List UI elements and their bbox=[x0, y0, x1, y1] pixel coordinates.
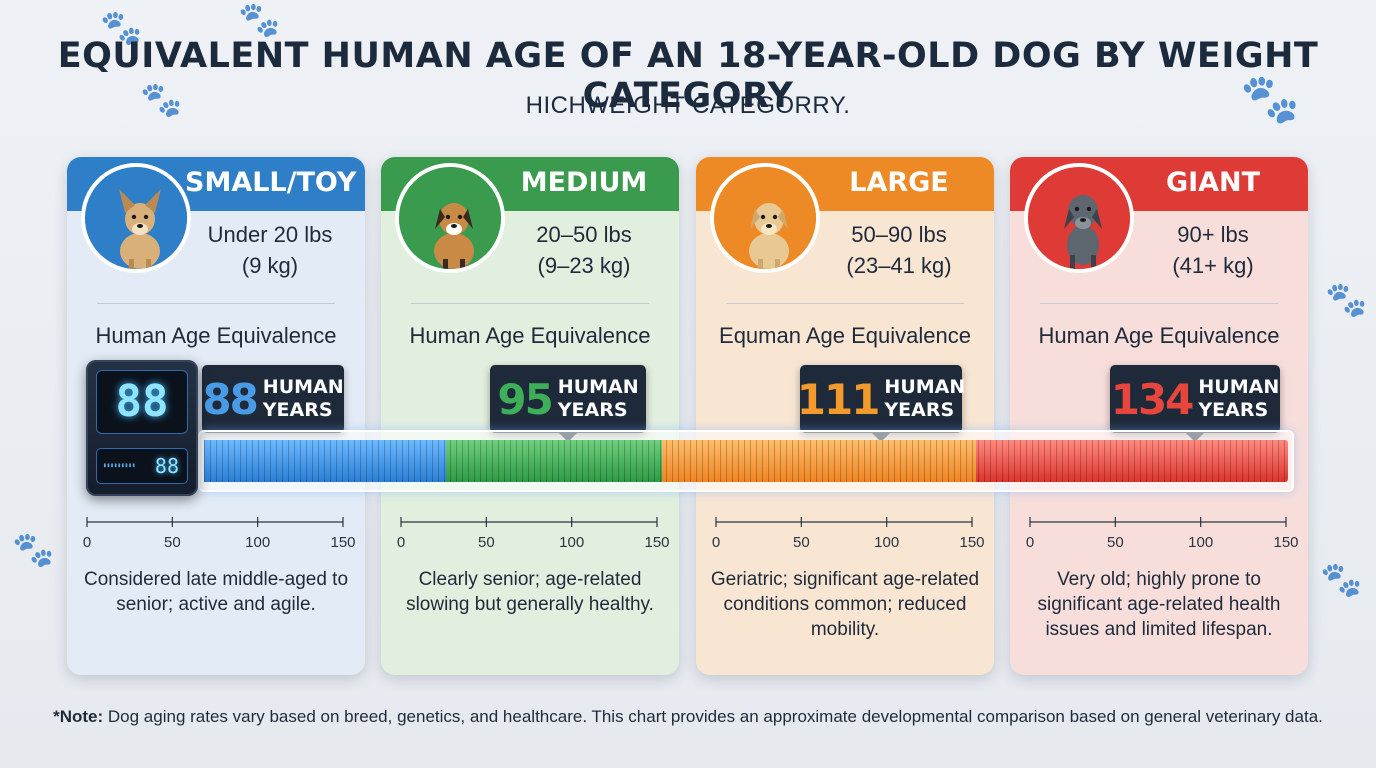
axis-tick-label: 50 bbox=[478, 534, 495, 551]
axis-tick-label: 150 bbox=[1273, 534, 1298, 551]
human-age-badge: 95 HUMAN YEARS bbox=[490, 365, 646, 442]
axis-tick-label: 100 bbox=[874, 534, 899, 551]
equivalence-label: Human Age Equivalence bbox=[95, 323, 337, 348]
weight-lbs: 20–50 lbs bbox=[536, 222, 632, 247]
dog-avatar bbox=[395, 163, 505, 273]
weight-lbs: Under 20 lbs bbox=[207, 222, 333, 247]
category-name: SMALL/TOY bbox=[185, 167, 357, 198]
axis-tick-label: 0 bbox=[712, 534, 720, 551]
footnote-text: Dog aging rates vary based on breed, gen… bbox=[103, 707, 1323, 726]
weight-lbs: 90+ lbs bbox=[1177, 222, 1249, 247]
unit-line-2: YEARS bbox=[884, 399, 955, 421]
axis-tick-label: 150 bbox=[644, 534, 669, 551]
human-age-badge: 88 HUMAN YEARS bbox=[202, 365, 344, 433]
human-age-badge: 111 HUMAN YEARS bbox=[796, 365, 965, 442]
human-age-value: 95 bbox=[497, 374, 553, 424]
category-name: GIANT bbox=[1165, 167, 1261, 198]
unit-line-1: HUMAN bbox=[262, 376, 344, 398]
weight-kg: (9–23 kg) bbox=[537, 253, 631, 278]
weight-range: Under 20 lbs (9 kg) bbox=[185, 219, 355, 281]
axis-tick-label: 50 bbox=[1107, 534, 1124, 551]
page-title: EQUIVALENT HUMAN AGE OF AN 18-YEAR-OLD D… bbox=[57, 36, 1319, 116]
age-bar-segment-medium bbox=[446, 440, 662, 482]
age-bar-track bbox=[198, 430, 1294, 492]
unit-line-2: YEARS bbox=[1198, 399, 1269, 421]
paw-print-icon: 🐾 bbox=[1320, 561, 1363, 599]
equivalence-label: Human Age Equivalence bbox=[409, 323, 651, 348]
age-axis: 0 50 100 150 bbox=[381, 512, 679, 552]
weight-range: 20–50 lbs (9–23 kg) bbox=[499, 219, 669, 281]
weight-kg: (41+ kg) bbox=[1172, 253, 1254, 278]
category-description: Clearly senior; age-related slowing but … bbox=[406, 569, 654, 615]
category-description: Considered late middle-aged to senior; a… bbox=[83, 569, 349, 615]
human-age-value: 111 bbox=[796, 374, 881, 424]
age-bar-segment-small bbox=[204, 440, 446, 482]
digital-sub-readout: ▮▮▮▮▮▮▮▮▮ 88 bbox=[96, 448, 188, 484]
age-axis: 0 50 100 150 bbox=[696, 512, 994, 552]
human-age-value: 88 bbox=[202, 374, 258, 424]
axis-tick-label: 100 bbox=[1188, 534, 1213, 551]
digital-main-readout: 88 bbox=[96, 370, 188, 434]
footnote: *Note: Dog aging rates vary based on bre… bbox=[0, 707, 1376, 727]
unit-line-1: HUMAN bbox=[1198, 376, 1280, 398]
category-card-labrador: LARGE 50–90 lbs (23–41 kg) Equman Age Eq… bbox=[696, 157, 994, 675]
weight-lbs: 50–90 lbs bbox=[851, 222, 947, 247]
equivalence-label: Human Age Equivalence bbox=[1038, 323, 1280, 348]
category-description: Geriatric; significant age-related condi… bbox=[710, 569, 980, 640]
human-age-badge: 134 HUMAN YEARS bbox=[1110, 365, 1280, 442]
age-bar-segment-large bbox=[662, 440, 976, 482]
card-divider bbox=[726, 303, 964, 304]
human-age-unit: HUMAN YEARS bbox=[884, 376, 965, 422]
dog-avatar bbox=[81, 163, 191, 273]
footnote-label: *Note: bbox=[53, 707, 104, 726]
age-bar-segment-giant bbox=[976, 440, 1288, 482]
weight-kg: (9 kg) bbox=[241, 253, 299, 278]
human-age-unit: HUMAN YEARS bbox=[558, 376, 639, 422]
axis-tick-label: 150 bbox=[959, 534, 984, 551]
paw-print-icon: 🐾 bbox=[100, 9, 143, 47]
card-divider bbox=[1040, 303, 1278, 304]
human-age-unit: HUMAN YEARS bbox=[263, 376, 344, 422]
category-card-great-dane: GIANT 90+ lbs (41+ kg) Human Age Equival… bbox=[1010, 157, 1308, 675]
unit-line-1: HUMAN bbox=[557, 376, 639, 398]
category-card-beagle: MEDIUM 20–50 lbs (9–23 kg) Human Age Equ… bbox=[381, 157, 679, 675]
weight-range: 90+ lbs (41+ kg) bbox=[1128, 219, 1298, 281]
category-description: Very old; highly prone to significant ag… bbox=[1037, 569, 1281, 640]
category-name: LARGE bbox=[849, 167, 949, 198]
unit-line-2: YEARS bbox=[262, 399, 333, 421]
axis-tick-label: 0 bbox=[1026, 534, 1034, 551]
digital-age-display: 88 ▮▮▮▮▮▮▮▮▮ 88 bbox=[86, 360, 198, 496]
human-age-value: 134 bbox=[1110, 374, 1195, 424]
axis-tick-label: 150 bbox=[330, 534, 355, 551]
paw-print-icon: 🐾 bbox=[1240, 73, 1300, 126]
equivalence-label: Equman Age Equivalence bbox=[719, 323, 971, 348]
axis-tick-label: 100 bbox=[559, 534, 584, 551]
card-divider bbox=[411, 303, 649, 304]
axis-tick-label: 100 bbox=[245, 534, 270, 551]
axis-tick-label: 50 bbox=[793, 534, 810, 551]
category-name: MEDIUM bbox=[520, 167, 648, 198]
age-axis: 0 50 100 150 bbox=[67, 512, 365, 552]
axis-tick-label: 0 bbox=[397, 534, 405, 551]
dog-avatar bbox=[1024, 163, 1134, 273]
digital-sub-label: ▮▮▮▮▮▮▮▮▮ bbox=[103, 462, 136, 469]
unit-line-1: HUMAN bbox=[884, 376, 966, 398]
paw-print-icon: 🐾 bbox=[12, 531, 55, 569]
axis-tick-label: 50 bbox=[164, 534, 181, 551]
page-subtitle: HICHWEIGHT CATEGORRY. bbox=[525, 92, 851, 119]
axis-tick-label: 0 bbox=[83, 534, 91, 551]
weight-range: 50–90 lbs (23–41 kg) bbox=[814, 219, 984, 281]
unit-line-2: YEARS bbox=[557, 399, 628, 421]
digital-sub-value: 88 bbox=[154, 454, 179, 478]
age-axis: 0 50 100 150 bbox=[1010, 512, 1308, 552]
card-divider bbox=[97, 303, 335, 304]
paw-print-icon: 🐾 bbox=[1325, 281, 1368, 319]
paw-print-icon: 🐾 bbox=[140, 81, 183, 119]
weight-kg: (23–41 kg) bbox=[846, 253, 952, 278]
dog-avatar bbox=[710, 163, 820, 273]
paw-print-icon: 🐾 bbox=[238, 1, 281, 39]
human-age-unit: HUMAN YEARS bbox=[1198, 376, 1279, 422]
